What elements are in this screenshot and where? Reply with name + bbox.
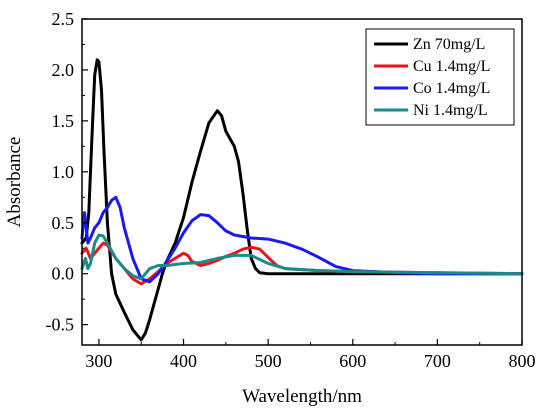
y-tick-label: 2.5 [52,9,75,29]
y-tick-label: -0.5 [46,315,75,335]
legend-label-3: Ni 1.4mg/L [413,102,488,119]
legend-label-2: Co 1.4mg/L [413,80,490,97]
y-tick-label: 1.0 [52,162,75,182]
legend: Zn 70mg/L Cu 1.4mg/L Co 1.4mg/L Ni 1.4mg/L [365,28,515,126]
x-tick-label: 400 [170,351,197,371]
x-tick-label: 800 [509,351,536,371]
x-tick-label: 700 [424,351,451,371]
x-axis: 300 400 500 600 700 800 [85,339,536,371]
legend-label-0: Zn 70mg/L [413,36,485,53]
series-layer [80,58,524,342]
y-axis-title: Absorbance [4,137,25,228]
y-tick-label: 1.5 [52,111,75,131]
x-axis-title: Wavelength/nm [242,386,362,407]
y-axis: -0.5 0.0 0.5 1.0 1.5 2.0 2.5 [46,9,88,335]
plot-frame [81,18,523,346]
series-line-2 [80,195,524,284]
x-tick-label: 600 [339,351,366,371]
legend-label-1: Cu 1.4mg/L [413,58,490,75]
y-tick-label: 2.0 [52,60,75,80]
series-line-3 [80,233,524,281]
y-tick-label: 0.5 [52,213,75,233]
y-tick-label: 0.0 [52,264,75,284]
x-tick-label: 300 [85,351,112,371]
x-tick-label: 500 [255,351,282,371]
